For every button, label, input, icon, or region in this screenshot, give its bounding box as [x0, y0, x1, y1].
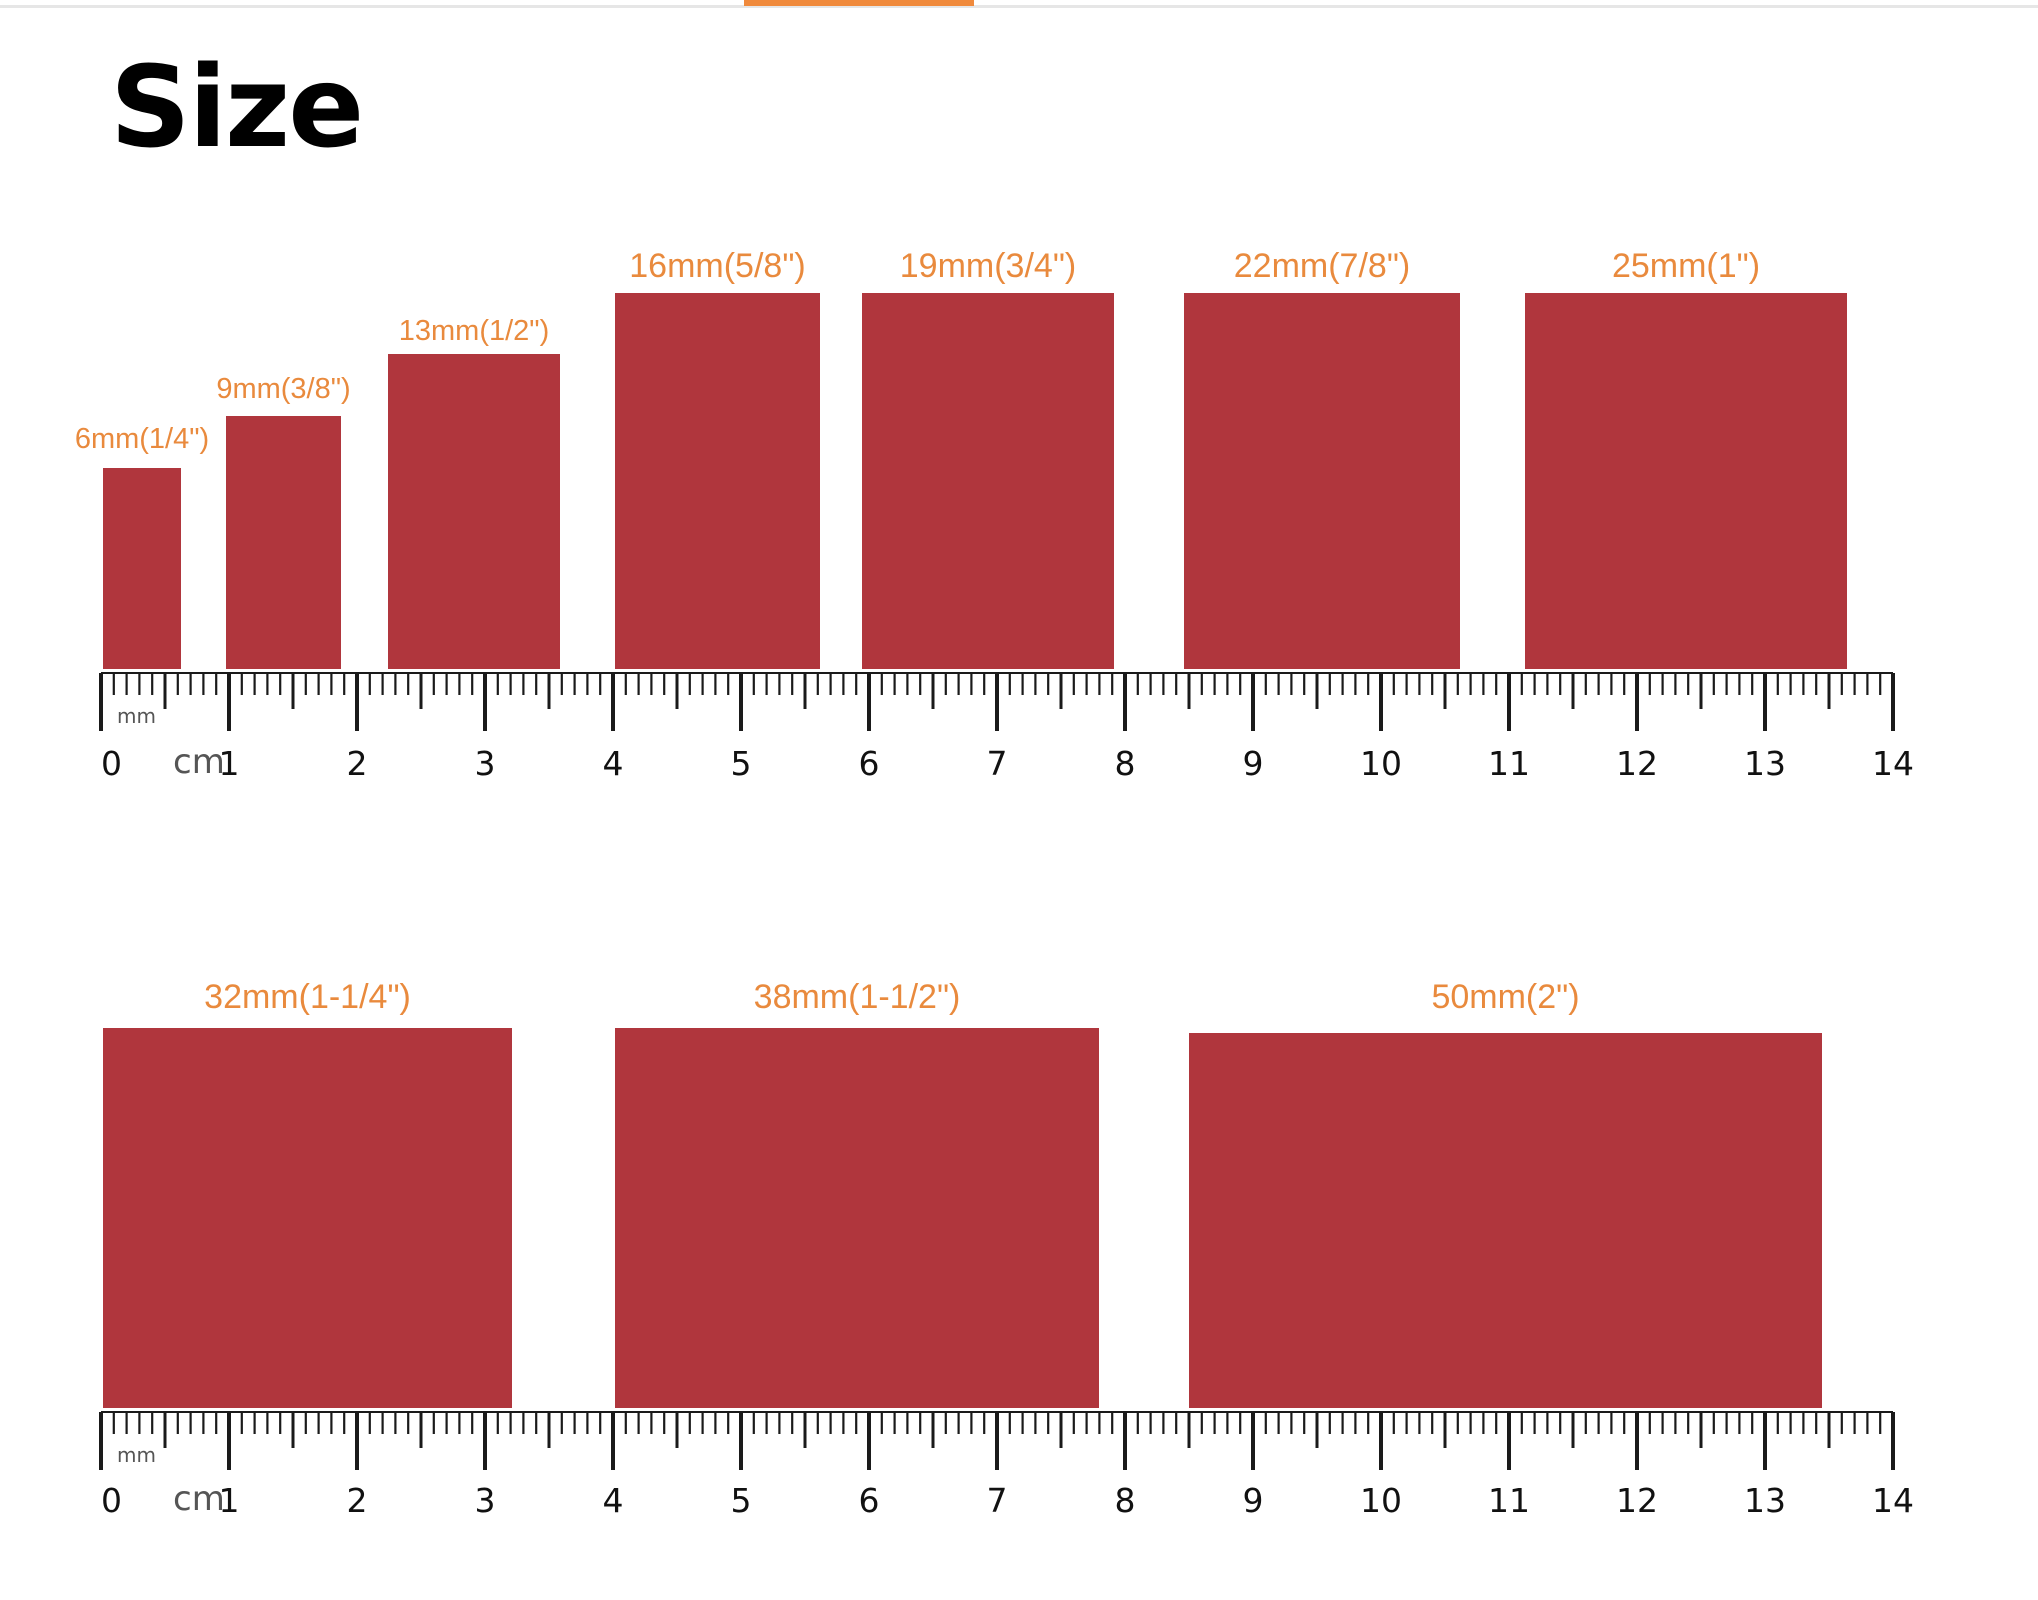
swatch-22mm [1184, 293, 1460, 669]
ruler-tick-label: 0 [101, 744, 122, 783]
page-title: Size [110, 43, 364, 173]
ruler-group-top: 6mm(1/4")9mm(3/8")13mm(1/2")16mm(5/8") 19… [75, 247, 1914, 783]
swatch-label-9mm: 9mm(3/8") [216, 373, 350, 405]
ruler-tick-label: 14 [1872, 1481, 1914, 1520]
swatch-50mm [1189, 1033, 1822, 1408]
ruler-tick-label: 2 [347, 1481, 368, 1520]
ruler-tick-label: 13 [1744, 1481, 1786, 1520]
swatch-32mm [103, 1028, 512, 1408]
ruler-tick-label: 4 [603, 744, 624, 783]
swatch-label-16mm: 16mm(5/8") [629, 247, 805, 285]
ruler-unit-cm: cm [173, 1479, 225, 1519]
swatch-label-13mm: 13mm(1/2") [399, 315, 550, 347]
ruler-tick-label: 13 [1744, 744, 1786, 783]
ruler-tick-label: 7 [987, 744, 1008, 783]
ruler-tick-label: 5 [731, 744, 752, 783]
ruler-tick-label: 10 [1360, 744, 1402, 783]
ruler-tick-label: 4 [603, 1481, 624, 1520]
swatch-label-32mm: 32mm(1-1/4") [204, 978, 411, 1016]
ruler-tick-label: 0 [101, 1481, 122, 1520]
ruler-unit-mm: mm [117, 1443, 156, 1467]
swatch-9mm [226, 416, 341, 669]
ruler-tick-label: 7 [987, 1481, 1008, 1520]
top-divider [0, 5, 2038, 8]
ruler-tick-label: 6 [859, 1481, 880, 1520]
swatch-16mm [615, 293, 820, 669]
ruler-tick-label: 3 [475, 1481, 496, 1520]
ruler-tick-label: 3 [475, 744, 496, 783]
ruler-unit-mm: mm [117, 704, 156, 728]
swatch-label-22mm: 22mm(7/8") [1234, 247, 1410, 285]
ruler-tick-label: 5 [731, 1481, 752, 1520]
ruler-tick-label: 10 [1360, 1481, 1402, 1520]
swatch-label-38mm: 38mm(1-1/2") [754, 978, 961, 1016]
ruler-tick-label: 14 [1872, 744, 1914, 783]
active-tab-indicator [744, 0, 974, 6]
ruler-tick-label: 2 [347, 744, 368, 783]
swatch-label-19mm: 19mm(3/4") [900, 247, 1076, 285]
swatch-label-50mm: 50mm(2") [1431, 978, 1579, 1016]
ruler-unit-cm: cm [173, 742, 225, 782]
ruler-tick-label: 11 [1488, 744, 1530, 783]
ruler-tick-label: 1 [219, 1481, 240, 1520]
swatch-25mm [1525, 293, 1847, 669]
ruler-tick-label: 6 [859, 744, 880, 783]
swatch-38mm [615, 1028, 1099, 1408]
ruler-group-bottom: 32mm(1-1/4") 38mm(1-1/2") 50mm(2")0 1 2 3 4 5 6 7… [99, 978, 1914, 1520]
ruler-tick-label: 8 [1115, 1481, 1136, 1520]
swatch-13mm [388, 354, 560, 669]
swatch-label-6mm: 6mm(1/4") [75, 423, 209, 455]
ruler-tick-label: 9 [1243, 744, 1264, 783]
swatch-label-25mm: 25mm(1") [1612, 247, 1760, 285]
ruler-tick-label: 12 [1616, 1481, 1658, 1520]
ruler-tick-label: 12 [1616, 744, 1658, 783]
swatch-6mm [103, 468, 181, 669]
ruler-tick-label: 8 [1115, 744, 1136, 783]
swatch-19mm [862, 293, 1114, 669]
ruler-tick-label: 1 [219, 744, 240, 783]
ruler-tick-label: 9 [1243, 1481, 1264, 1520]
ruler-tick-label: 11 [1488, 1481, 1530, 1520]
